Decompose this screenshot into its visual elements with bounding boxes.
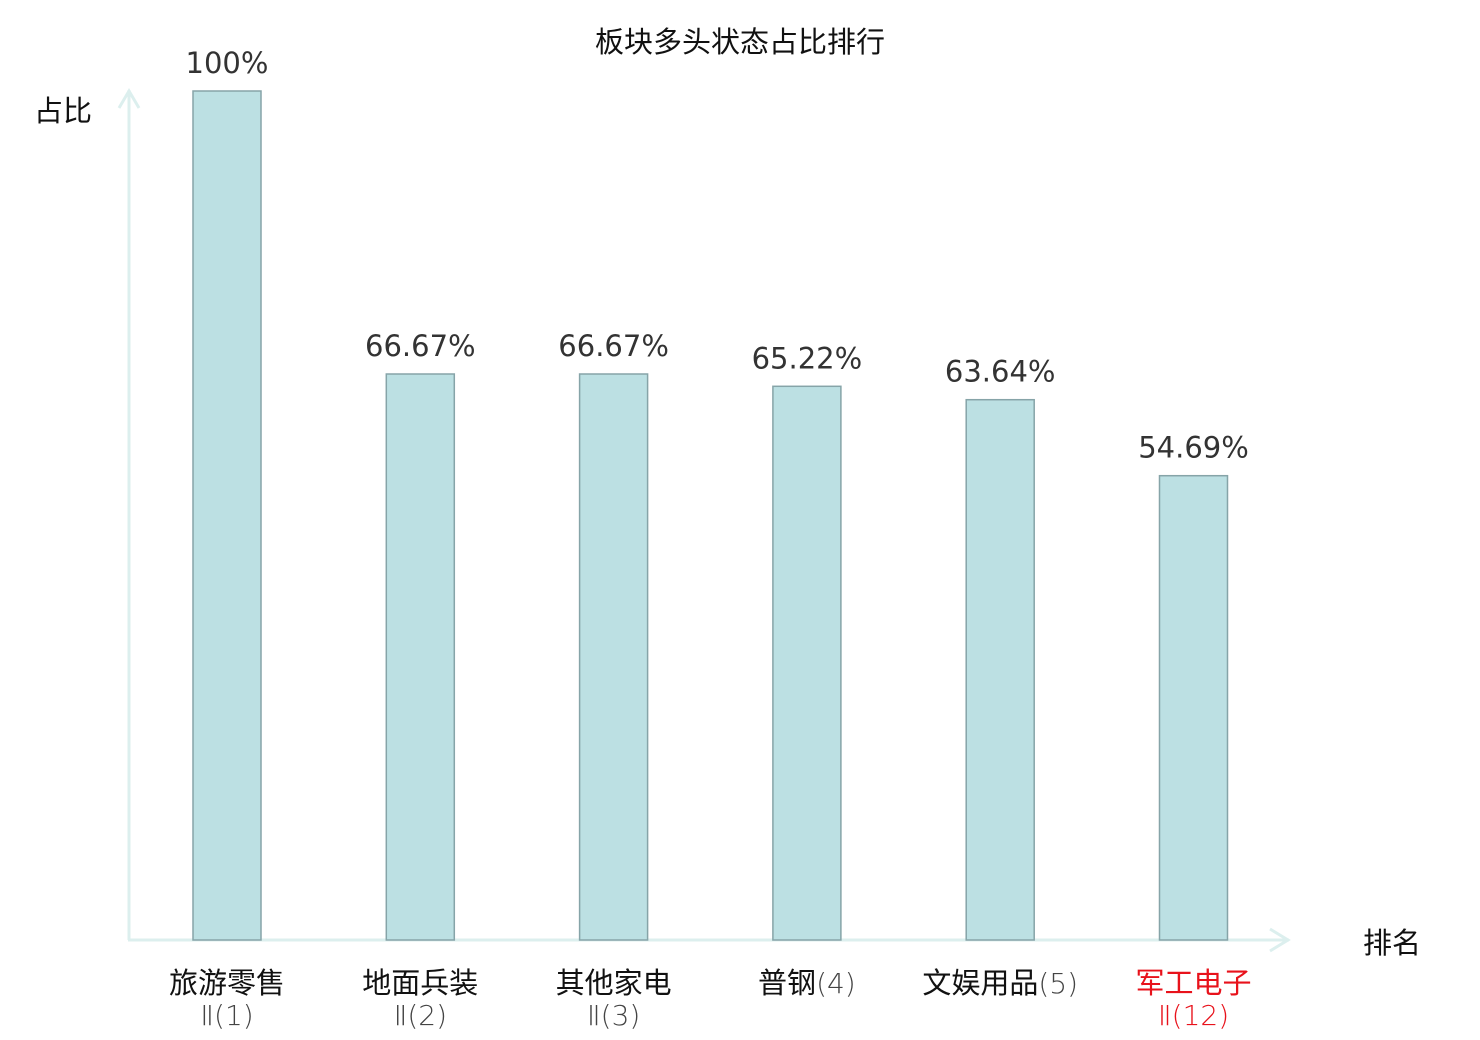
category-name: 其他家电 [556, 966, 672, 1000]
x-tick-label-5: 文娱用品(5) [922, 966, 1078, 1000]
bar-5 [965, 398, 1035, 941]
chart-title: 板块多头状态占比排行 [595, 25, 885, 59]
category-rank: Ⅱ(2) [394, 999, 447, 1032]
bar-4 [772, 385, 842, 941]
value-label-5: 63.64% [945, 355, 1056, 389]
value-labels-group: 100% 66.67% 66.67% 65.22% 63.64% 54.69% [186, 46, 1249, 465]
category-rank: Ⅱ(1) [200, 999, 253, 1032]
category-name: 普钢(4) [758, 966, 856, 1000]
bars-group [192, 90, 1229, 941]
bar-1 [192, 90, 262, 941]
y-axis-label: 占比 [34, 94, 92, 128]
category-name: 文娱用品(5) [922, 966, 1078, 1000]
value-label-1: 100% [186, 46, 269, 80]
x-axis-label: 排名 [1363, 926, 1421, 960]
category-name: 军工电子 [1135, 966, 1251, 1000]
bar-3 [578, 373, 649, 941]
y-axis-arrowhead [117, 88, 141, 109]
value-label-3: 66.67% [558, 329, 669, 363]
category-rank: Ⅱ(3) [587, 999, 640, 1032]
x-axis [128, 927, 1291, 953]
x-axis-arrowhead [1269, 927, 1291, 953]
value-label-2: 66.67% [365, 329, 476, 363]
value-label-6: 54.69% [1138, 431, 1249, 465]
x-tick-label-4: 普钢(4) [758, 966, 856, 1000]
value-label-4: 65.22% [752, 341, 863, 375]
category-rank: Ⅱ(12) [1158, 999, 1229, 1032]
bar-6 [1158, 474, 1229, 941]
category-name: 旅游零售 [169, 966, 285, 1000]
category-name: 地面兵装 [362, 966, 478, 1000]
bar-2 [385, 373, 456, 941]
y-axis [117, 88, 141, 940]
